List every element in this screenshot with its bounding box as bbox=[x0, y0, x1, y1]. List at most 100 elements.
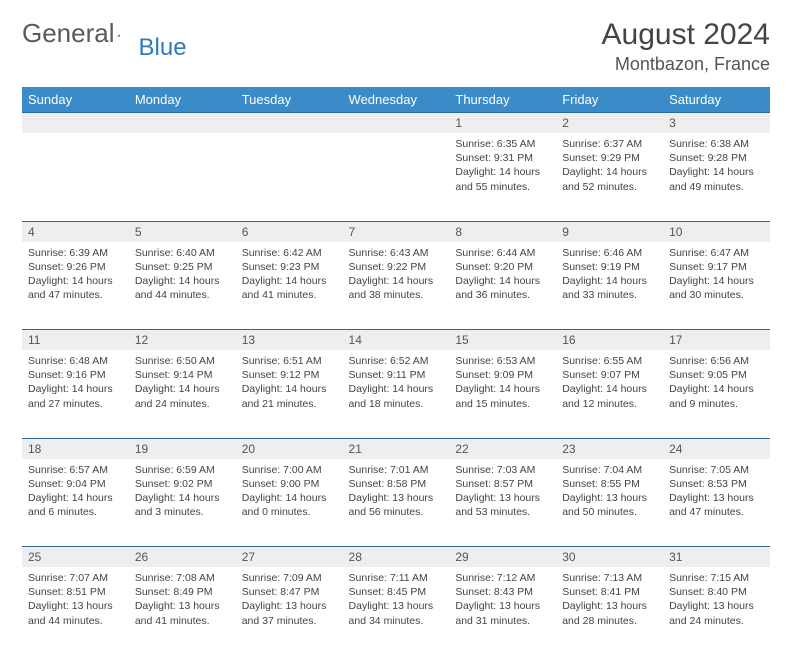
day-number-cell: 17 bbox=[663, 330, 770, 351]
sunset-line: Sunset: 8:47 PM bbox=[242, 585, 337, 599]
daylight-line: Daylight: 14 hours and 15 minutes. bbox=[455, 382, 550, 410]
sunset-line: Sunset: 8:45 PM bbox=[349, 585, 444, 599]
daylight-line: Daylight: 14 hours and 49 minutes. bbox=[669, 165, 764, 193]
sunrise-line: Sunrise: 7:12 AM bbox=[455, 571, 550, 585]
day-body-cell: Sunrise: 6:40 AMSunset: 9:25 PMDaylight:… bbox=[129, 242, 236, 330]
day-details: Sunrise: 6:43 AMSunset: 9:22 PMDaylight:… bbox=[343, 242, 450, 309]
day-body-cell: Sunrise: 6:48 AMSunset: 9:16 PMDaylight:… bbox=[22, 350, 129, 438]
daylight-line: Daylight: 13 hours and 41 minutes. bbox=[135, 599, 230, 627]
sunrise-line: Sunrise: 6:37 AM bbox=[562, 137, 657, 151]
day-number-cell: 29 bbox=[449, 547, 556, 568]
logo-text-general: General bbox=[22, 18, 115, 49]
daylight-line: Daylight: 14 hours and 38 minutes. bbox=[349, 274, 444, 302]
daylight-line: Daylight: 14 hours and 21 minutes. bbox=[242, 382, 337, 410]
day-body-cell: Sunrise: 6:51 AMSunset: 9:12 PMDaylight:… bbox=[236, 350, 343, 438]
day-number-cell: 24 bbox=[663, 438, 770, 459]
day-number-cell: 14 bbox=[343, 330, 450, 351]
day-body-cell: Sunrise: 7:01 AMSunset: 8:58 PMDaylight:… bbox=[343, 459, 450, 547]
daylight-line: Daylight: 14 hours and 9 minutes. bbox=[669, 382, 764, 410]
day-details: Sunrise: 7:08 AMSunset: 8:49 PMDaylight:… bbox=[129, 567, 236, 634]
day-details: Sunrise: 6:39 AMSunset: 9:26 PMDaylight:… bbox=[22, 242, 129, 309]
weekday-header: Tuesday bbox=[236, 87, 343, 113]
sunset-line: Sunset: 8:58 PM bbox=[349, 477, 444, 491]
sunset-line: Sunset: 9:09 PM bbox=[455, 368, 550, 382]
sunset-line: Sunset: 9:12 PM bbox=[242, 368, 337, 382]
sunrise-line: Sunrise: 7:00 AM bbox=[242, 463, 337, 477]
day-body-cell: Sunrise: 6:43 AMSunset: 9:22 PMDaylight:… bbox=[343, 242, 450, 330]
sunrise-line: Sunrise: 7:08 AM bbox=[135, 571, 230, 585]
weekday-header: Saturday bbox=[663, 87, 770, 113]
day-details: Sunrise: 6:55 AMSunset: 9:07 PMDaylight:… bbox=[556, 350, 663, 417]
day-details: Sunrise: 6:38 AMSunset: 9:28 PMDaylight:… bbox=[663, 133, 770, 200]
day-body-cell bbox=[22, 133, 129, 221]
location: Montbazon, France bbox=[602, 54, 770, 75]
daylight-line: Daylight: 14 hours and 44 minutes. bbox=[135, 274, 230, 302]
daylight-line: Daylight: 14 hours and 36 minutes. bbox=[455, 274, 550, 302]
day-number-row: 123 bbox=[22, 113, 770, 134]
daylight-line: Daylight: 14 hours and 6 minutes. bbox=[28, 491, 123, 519]
sunset-line: Sunset: 9:20 PM bbox=[455, 260, 550, 274]
weekday-header-row: Sunday Monday Tuesday Wednesday Thursday… bbox=[22, 87, 770, 113]
sunrise-line: Sunrise: 7:09 AM bbox=[242, 571, 337, 585]
day-number-cell: 5 bbox=[129, 221, 236, 242]
weekday-header: Sunday bbox=[22, 87, 129, 113]
day-details: Sunrise: 7:09 AMSunset: 8:47 PMDaylight:… bbox=[236, 567, 343, 634]
day-details: Sunrise: 7:05 AMSunset: 8:53 PMDaylight:… bbox=[663, 459, 770, 526]
day-number-cell: 22 bbox=[449, 438, 556, 459]
day-details: Sunrise: 6:42 AMSunset: 9:23 PMDaylight:… bbox=[236, 242, 343, 309]
day-body-cell bbox=[129, 133, 236, 221]
day-number-cell: 15 bbox=[449, 330, 556, 351]
day-number-cell: 30 bbox=[556, 547, 663, 568]
day-body-cell: Sunrise: 6:38 AMSunset: 9:28 PMDaylight:… bbox=[663, 133, 770, 221]
daylight-line: Daylight: 14 hours and 47 minutes. bbox=[28, 274, 123, 302]
day-body-cell: Sunrise: 6:56 AMSunset: 9:05 PMDaylight:… bbox=[663, 350, 770, 438]
sunset-line: Sunset: 9:28 PM bbox=[669, 151, 764, 165]
day-body-cell: Sunrise: 7:11 AMSunset: 8:45 PMDaylight:… bbox=[343, 567, 450, 655]
day-details: Sunrise: 6:48 AMSunset: 9:16 PMDaylight:… bbox=[22, 350, 129, 417]
daylight-line: Daylight: 13 hours and 56 minutes. bbox=[349, 491, 444, 519]
day-body-cell: Sunrise: 6:39 AMSunset: 9:26 PMDaylight:… bbox=[22, 242, 129, 330]
daylight-line: Daylight: 13 hours and 44 minutes. bbox=[28, 599, 123, 627]
day-number-cell bbox=[343, 113, 450, 134]
day-details: Sunrise: 6:59 AMSunset: 9:02 PMDaylight:… bbox=[129, 459, 236, 526]
day-number-cell: 23 bbox=[556, 438, 663, 459]
day-details: Sunrise: 6:50 AMSunset: 9:14 PMDaylight:… bbox=[129, 350, 236, 417]
day-details: Sunrise: 7:11 AMSunset: 8:45 PMDaylight:… bbox=[343, 567, 450, 634]
sunrise-line: Sunrise: 6:48 AM bbox=[28, 354, 123, 368]
day-details: Sunrise: 7:13 AMSunset: 8:41 PMDaylight:… bbox=[556, 567, 663, 634]
daylight-line: Daylight: 13 hours and 50 minutes. bbox=[562, 491, 657, 519]
sunrise-line: Sunrise: 7:04 AM bbox=[562, 463, 657, 477]
daylight-line: Daylight: 13 hours and 53 minutes. bbox=[455, 491, 550, 519]
daylight-line: Daylight: 14 hours and 41 minutes. bbox=[242, 274, 337, 302]
sunset-line: Sunset: 8:43 PM bbox=[455, 585, 550, 599]
sunrise-line: Sunrise: 7:15 AM bbox=[669, 571, 764, 585]
sunrise-line: Sunrise: 6:35 AM bbox=[455, 137, 550, 151]
day-body-row: Sunrise: 6:48 AMSunset: 9:16 PMDaylight:… bbox=[22, 350, 770, 438]
day-body-cell: Sunrise: 7:03 AMSunset: 8:57 PMDaylight:… bbox=[449, 459, 556, 547]
day-number-cell: 11 bbox=[22, 330, 129, 351]
weekday-header: Friday bbox=[556, 87, 663, 113]
sunrise-line: Sunrise: 6:42 AM bbox=[242, 246, 337, 260]
day-number-cell: 6 bbox=[236, 221, 343, 242]
calendar-table: Sunday Monday Tuesday Wednesday Thursday… bbox=[22, 87, 770, 655]
sunset-line: Sunset: 8:53 PM bbox=[669, 477, 764, 491]
day-number-cell: 21 bbox=[343, 438, 450, 459]
sunrise-line: Sunrise: 7:13 AM bbox=[562, 571, 657, 585]
weekday-header: Monday bbox=[129, 87, 236, 113]
sunset-line: Sunset: 9:14 PM bbox=[135, 368, 230, 382]
day-body-cell: Sunrise: 6:55 AMSunset: 9:07 PMDaylight:… bbox=[556, 350, 663, 438]
day-body-cell: Sunrise: 6:47 AMSunset: 9:17 PMDaylight:… bbox=[663, 242, 770, 330]
day-number-cell: 16 bbox=[556, 330, 663, 351]
day-number-cell: 12 bbox=[129, 330, 236, 351]
weekday-header: Wednesday bbox=[343, 87, 450, 113]
sunset-line: Sunset: 9:05 PM bbox=[669, 368, 764, 382]
sunrise-line: Sunrise: 6:43 AM bbox=[349, 246, 444, 260]
sunrise-line: Sunrise: 7:01 AM bbox=[349, 463, 444, 477]
day-body-cell: Sunrise: 6:46 AMSunset: 9:19 PMDaylight:… bbox=[556, 242, 663, 330]
daylight-line: Daylight: 14 hours and 33 minutes. bbox=[562, 274, 657, 302]
day-body-cell: Sunrise: 6:53 AMSunset: 9:09 PMDaylight:… bbox=[449, 350, 556, 438]
sunset-line: Sunset: 9:23 PM bbox=[242, 260, 337, 274]
day-number-cell: 31 bbox=[663, 547, 770, 568]
day-number-row: 18192021222324 bbox=[22, 438, 770, 459]
day-body-cell: Sunrise: 6:37 AMSunset: 9:29 PMDaylight:… bbox=[556, 133, 663, 221]
